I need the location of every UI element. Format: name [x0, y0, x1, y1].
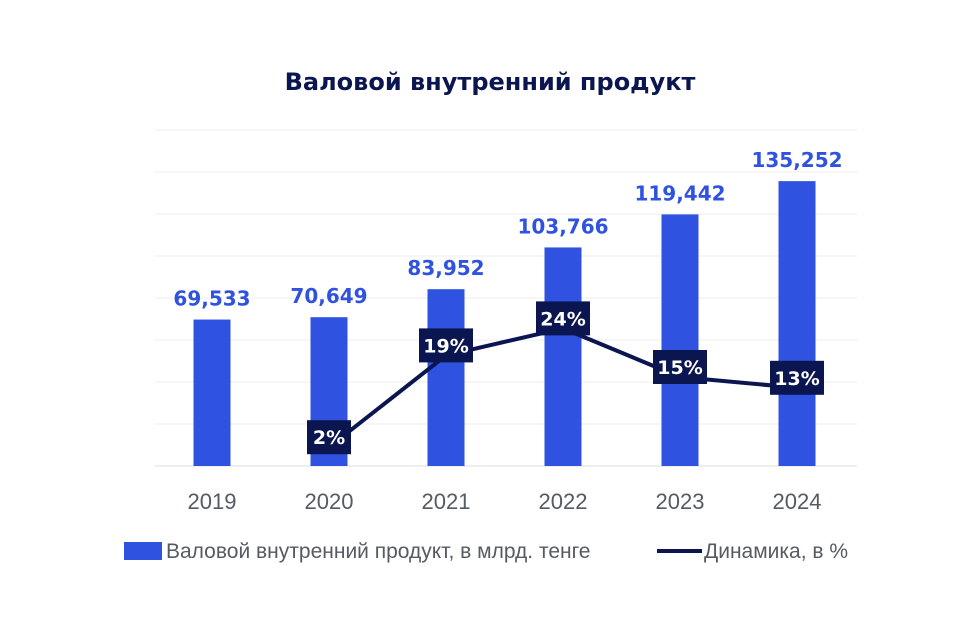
bar [544, 247, 582, 466]
growth-label-box [419, 328, 473, 363]
x-tick-label: 2024 [773, 489, 822, 514]
growth-label-box [770, 360, 824, 395]
x-tick-label: 2019 [188, 489, 237, 514]
growth-label: 24% [540, 308, 585, 330]
bar-value-label: 103,766 [517, 214, 608, 238]
growth-label-box [307, 420, 351, 455]
growth-label: 19% [423, 335, 468, 357]
bar [427, 289, 465, 466]
bar [778, 181, 816, 466]
growth-label-box [536, 301, 590, 336]
bar-value-label: 135,252 [751, 148, 842, 172]
bar-value-label: 83,952 [407, 256, 484, 280]
bar-value-label: 69,533 [173, 287, 250, 311]
legend-bar-label: Валовой внутренний продукт, в млрд. тенг… [166, 540, 590, 563]
legend-bar-swatch [124, 542, 162, 560]
growth-label-box [653, 350, 707, 384]
legend-line-label: Динамика, в % [704, 540, 848, 563]
x-tick-label: 2022 [539, 489, 588, 514]
growth-label: 2% [313, 427, 345, 449]
x-tick-label: 2021 [422, 489, 471, 514]
x-tick-label: 2023 [656, 489, 705, 514]
bar-value-label: 119,442 [634, 181, 725, 205]
bar [193, 319, 231, 466]
chart-title: Валовой внутренний продукт [284, 68, 696, 96]
x-tick-label: 2020 [305, 489, 354, 514]
bar-value-label: 70,649 [290, 284, 367, 308]
bar [661, 214, 699, 466]
growth-label: 15% [657, 357, 702, 379]
growth-label: 13% [774, 368, 819, 390]
